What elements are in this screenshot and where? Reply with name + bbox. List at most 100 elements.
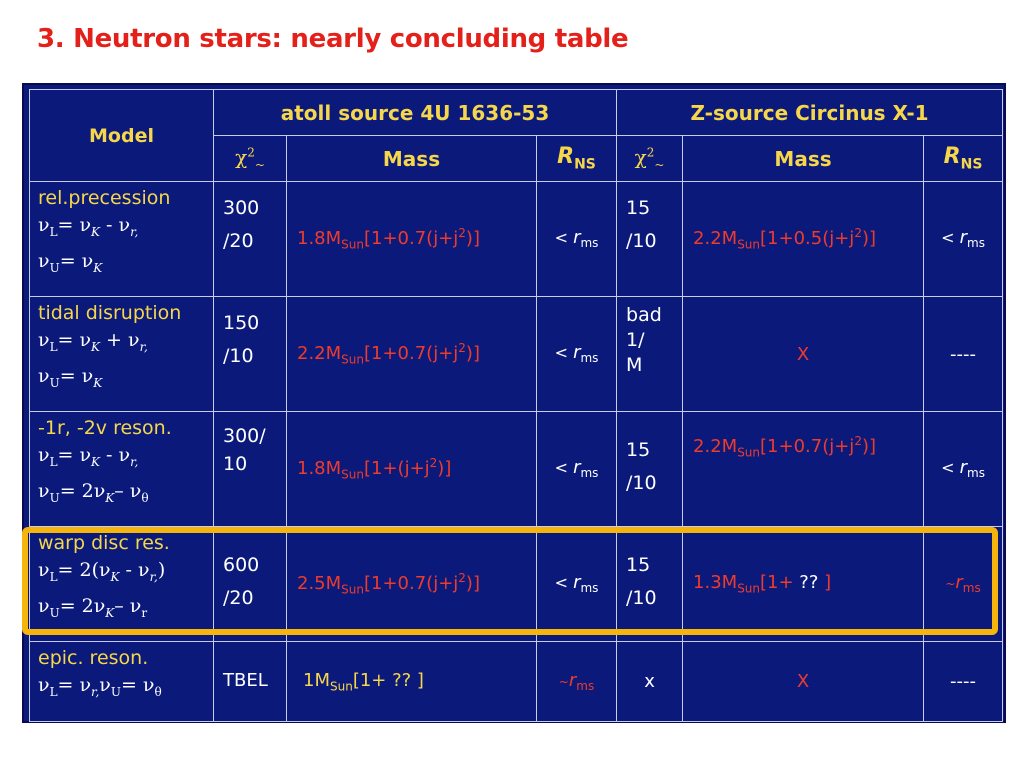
- m: )]: [465, 343, 480, 365]
- m: Sun: [341, 582, 364, 597]
- f: K: [91, 339, 101, 354]
- table-row: tidal disruption νL= νK + νr, νU= νK 150…: [29, 296, 1004, 412]
- formula-nu-u: νU= 2νK– νr: [38, 592, 209, 628]
- formula-nu-l: νL= νr,νU= νθ: [38, 671, 209, 707]
- f: = ν: [57, 329, 92, 351]
- f: K: [91, 454, 101, 469]
- model-cell: warp disc res. νL= 2(νK - νr,) νU= 2νK– …: [29, 526, 214, 642]
- f: U: [49, 375, 60, 390]
- chi-line: /20: [223, 230, 254, 252]
- z-r-value: ----: [923, 641, 1004, 722]
- model-cell: -1r, -2v reson. νL= νK - νr, νU= 2νK– νθ: [29, 411, 214, 527]
- m: [1+0.7(j+j: [760, 436, 855, 457]
- chi-line: 15: [626, 197, 651, 219]
- model-name: epic. reson.: [38, 647, 149, 669]
- f: ν: [99, 674, 111, 696]
- z-r-value: < rms: [923, 181, 1004, 297]
- f: U: [49, 490, 60, 505]
- atoll-mass-value: 1MSun[1+ ?? ]: [286, 641, 537, 722]
- f: K: [110, 569, 120, 584]
- model-name: tidal disruption: [38, 302, 182, 324]
- model-cell: rel.precession νL= νK - νr, νU= νK: [29, 181, 214, 297]
- m: )]: [861, 228, 876, 250]
- chi-symbol: χ: [235, 145, 248, 169]
- f: ν: [38, 329, 50, 351]
- m: [1+: [760, 572, 800, 594]
- atoll-chi-value: 300/20: [213, 181, 287, 297]
- r: <: [941, 458, 960, 478]
- m: 2: [429, 456, 438, 471]
- atoll-chi-value: 300/10: [213, 411, 287, 527]
- r: ms: [580, 351, 599, 366]
- chi-line: bad: [626, 304, 662, 326]
- f: + ν: [100, 329, 140, 351]
- header-atoll-chi: χ2~: [213, 135, 287, 182]
- header-model-label: Model: [89, 124, 154, 147]
- f: r,: [149, 569, 158, 584]
- f: = ν: [59, 364, 94, 387]
- r: r: [573, 342, 581, 364]
- rns-r: R: [557, 144, 575, 170]
- f: – ν: [114, 594, 142, 617]
- z-chi-value: 15/10: [616, 411, 684, 527]
- r: r: [573, 457, 581, 479]
- model-cell: epic. reson. νL= νr,νU= νθ: [29, 641, 214, 722]
- header-row-sub: χ2~ Mass RNS χ2~ Mass RNS: [30, 135, 1004, 182]
- slide-title: 3. Neutron stars: nearly concluding tabl…: [37, 24, 629, 54]
- f: = 2ν: [59, 594, 106, 617]
- m: )]: [465, 573, 480, 595]
- m: [1+0.7(j+j: [363, 573, 459, 595]
- z-chi-value: x: [616, 641, 684, 722]
- r: ms: [576, 679, 595, 694]
- f: = 2ν: [59, 479, 106, 502]
- table-row: epic. reson. νL= νr,νU= νθ TBEL 1MSun[1+…: [29, 641, 1004, 722]
- header-model: Model: [29, 89, 214, 182]
- m: 2: [854, 226, 862, 241]
- m: 2: [854, 434, 862, 448]
- chi-symbol: χ: [634, 145, 647, 169]
- chi-line: 150: [223, 312, 260, 334]
- f: L: [49, 339, 58, 354]
- header-row-top: Model atoll source 4U 1636-53 Z-source C…: [29, 89, 1004, 182]
- model-name: warp disc res.: [38, 532, 170, 554]
- atoll-r-value: < rms: [535, 526, 618, 642]
- f: - ν: [100, 214, 131, 236]
- header-z-rns: RNS: [923, 135, 1004, 182]
- r: r: [959, 457, 968, 479]
- chi-sup: 2: [646, 145, 655, 160]
- f: ν: [38, 249, 50, 272]
- chi-line: /10: [626, 230, 657, 252]
- f: = 2(ν: [57, 559, 111, 581]
- r: <: [941, 228, 960, 248]
- m: [1+(j+j: [363, 458, 430, 480]
- f: = ν: [57, 444, 92, 466]
- m: 1M: [303, 669, 330, 691]
- atoll-mass-value: 2.2MSun[1+0.7(j+j2)]: [286, 296, 537, 412]
- atoll-r-value: < rms: [535, 296, 618, 412]
- r: <: [554, 228, 574, 248]
- chi-line: 600: [223, 554, 260, 576]
- z-mass-value: X: [682, 296, 925, 412]
- z-chi-value: 15/10: [616, 526, 684, 642]
- r: r: [573, 227, 581, 249]
- chi-sub: ~: [654, 158, 665, 172]
- f: – ν: [114, 479, 142, 502]
- r: r: [959, 227, 968, 249]
- z-r-value: ~rms: [923, 526, 1004, 642]
- header-z-mass: Mass: [682, 135, 925, 182]
- results-table-panel: Model atoll source 4U 1636-53 Z-source C…: [22, 83, 1006, 723]
- rns-r: R: [943, 144, 961, 170]
- table-row: -1r, -2v reson. νL= νK - νr, νU= 2νK– νθ…: [29, 411, 1004, 527]
- f: K: [105, 605, 115, 620]
- m: )]: [861, 436, 876, 457]
- f: r,: [130, 454, 139, 469]
- f: r,: [139, 339, 148, 354]
- rns-sub: NS: [960, 156, 983, 173]
- m: [1+0.7(j+j: [363, 228, 459, 250]
- z-r-value: ----: [923, 296, 1004, 412]
- r: <: [554, 343, 574, 363]
- f: ν: [38, 444, 50, 466]
- r: ~: [558, 674, 569, 689]
- model-name: rel.precession: [38, 187, 171, 209]
- f: θ: [154, 684, 162, 699]
